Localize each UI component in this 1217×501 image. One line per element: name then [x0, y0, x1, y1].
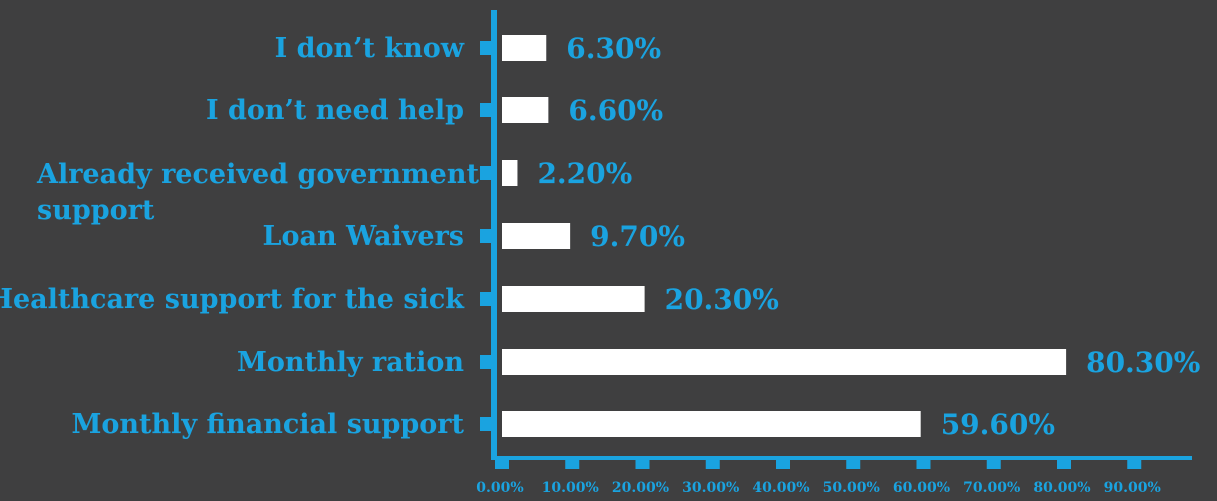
category-label: Healthcare support for the sick [0, 284, 465, 315]
x-tick-mark [1057, 458, 1071, 469]
category-label: Monthly ration [237, 347, 464, 378]
axes [480, 10, 1192, 469]
x-tick-mark [495, 458, 509, 469]
y-tick-mark [480, 292, 494, 306]
y-tick-mark [480, 355, 494, 369]
x-tick-label: 90.00% [1104, 480, 1161, 496]
x-tick-label: 50.00% [823, 480, 880, 496]
bar [502, 35, 547, 61]
x-tick-mark [986, 458, 1001, 469]
bar [502, 411, 921, 437]
value-label: 6.30% [566, 32, 661, 65]
y-tick-mark [480, 103, 494, 117]
x-tick-mark [635, 458, 650, 469]
bar [502, 349, 1067, 375]
x-tick-mark [776, 458, 790, 469]
labels: 0.00% 10.00% 20.00% 30.00% 40.00% 50.00% 60.00… [0, 32, 1200, 496]
category-label: I don’t need help [206, 95, 464, 126]
x-tick-label: 0.00% [476, 480, 523, 496]
value-label: 6.60% [568, 94, 663, 127]
bar [502, 286, 645, 312]
x-tick-mark [565, 458, 580, 469]
value-label: 59.60% [941, 408, 1055, 441]
category-label: Monthly financial support [71, 409, 464, 440]
x-tick-mark [846, 458, 861, 469]
x-tick-mark [1127, 458, 1142, 469]
x-tick-label: 40.00% [752, 480, 809, 496]
category-label: Loan Waivers [262, 221, 464, 252]
y-tick-mark [480, 166, 494, 180]
category-label: I don’t know [275, 33, 465, 64]
bar [502, 97, 549, 123]
x-tick-label: 70.00% [963, 480, 1020, 496]
bar [502, 223, 571, 249]
value-label: 20.30% [665, 283, 779, 316]
x-tick-label: 20.00% [612, 480, 669, 496]
y-tick-mark [480, 41, 494, 55]
value-label: 9.70% [590, 220, 685, 253]
x-tick-label: 10.00% [542, 480, 599, 496]
x-tick-mark [705, 458, 720, 469]
bar [502, 160, 518, 186]
y-tick-mark [480, 417, 494, 431]
x-tick-mark [916, 458, 931, 469]
bars [502, 35, 1067, 437]
x-tick-label: 80.00% [1033, 480, 1090, 496]
category-label: Already received government support [36, 159, 479, 226]
y-tick-mark [480, 229, 494, 243]
x-tick-label: 30.00% [682, 480, 739, 496]
value-label: 80.30% [1086, 346, 1200, 379]
x-tick-label: 60.00% [893, 480, 950, 496]
value-label: 2.20% [537, 157, 632, 190]
